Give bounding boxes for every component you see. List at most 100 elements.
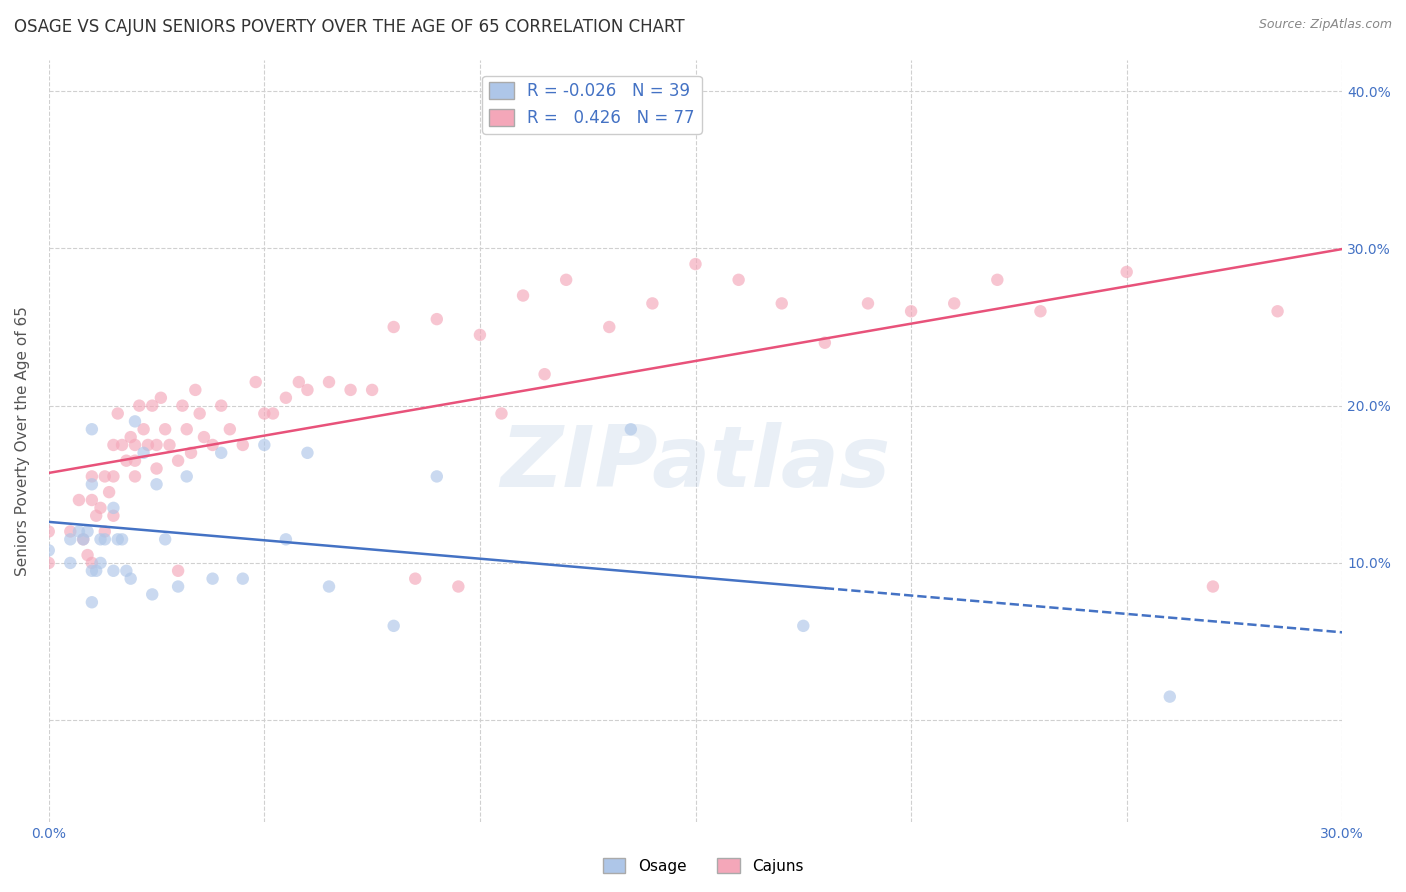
Point xyxy=(128,399,150,413)
Legend: R = -0.026   N = 39, R =   0.426   N = 77: R = -0.026 N = 39, R = 0.426 N = 77 xyxy=(482,76,702,134)
Point xyxy=(111,533,134,547)
Point xyxy=(80,493,103,508)
Point xyxy=(120,572,142,586)
Point xyxy=(598,320,620,334)
Point xyxy=(426,312,449,326)
Point xyxy=(145,477,167,491)
Point xyxy=(533,367,555,381)
Point xyxy=(80,556,103,570)
Point xyxy=(245,375,267,389)
Point xyxy=(856,296,879,310)
Point xyxy=(814,335,837,350)
Point xyxy=(89,556,111,570)
Point xyxy=(943,296,966,310)
Point xyxy=(792,619,814,633)
Point xyxy=(141,399,163,413)
Point xyxy=(89,533,111,547)
Point xyxy=(124,438,146,452)
Point xyxy=(167,580,190,594)
Point xyxy=(72,533,94,547)
Point xyxy=(1267,304,1289,318)
Point xyxy=(141,587,163,601)
Point xyxy=(80,422,103,436)
Point xyxy=(59,556,82,570)
Point xyxy=(84,564,107,578)
Point xyxy=(111,438,134,452)
Point xyxy=(382,619,405,633)
Point xyxy=(80,564,103,578)
Point xyxy=(404,572,426,586)
Point xyxy=(318,375,340,389)
Point xyxy=(555,273,578,287)
Point xyxy=(361,383,384,397)
Point xyxy=(253,407,276,421)
Point xyxy=(103,469,125,483)
Point xyxy=(297,446,319,460)
Point xyxy=(103,500,125,515)
Point xyxy=(132,446,155,460)
Point xyxy=(84,508,107,523)
Point xyxy=(107,407,129,421)
Text: ZIPatlas: ZIPatlas xyxy=(501,423,890,506)
Point xyxy=(89,500,111,515)
Point xyxy=(209,399,232,413)
Point xyxy=(770,296,793,310)
Point xyxy=(201,438,224,452)
Point xyxy=(727,273,749,287)
Point xyxy=(176,469,198,483)
Point xyxy=(80,469,103,483)
Point xyxy=(900,304,922,318)
Point xyxy=(76,524,98,539)
Point xyxy=(274,391,297,405)
Point xyxy=(124,414,146,428)
Point xyxy=(153,422,176,436)
Text: Source: ZipAtlas.com: Source: ZipAtlas.com xyxy=(1258,18,1392,31)
Point xyxy=(145,461,167,475)
Point xyxy=(149,391,172,405)
Point xyxy=(218,422,240,436)
Point xyxy=(153,533,176,547)
Point xyxy=(447,580,470,594)
Point xyxy=(145,438,167,452)
Point xyxy=(1029,304,1052,318)
Point xyxy=(115,453,138,467)
Point xyxy=(491,407,513,421)
Point xyxy=(288,375,311,389)
Point xyxy=(1159,690,1181,704)
Point xyxy=(172,399,194,413)
Point xyxy=(67,493,90,508)
Legend: Osage, Cajuns: Osage, Cajuns xyxy=(596,852,810,880)
Point xyxy=(512,288,534,302)
Point xyxy=(98,485,121,500)
Point xyxy=(120,430,142,444)
Point xyxy=(107,533,129,547)
Point xyxy=(94,524,117,539)
Point xyxy=(103,508,125,523)
Point xyxy=(167,453,190,467)
Point xyxy=(180,446,202,460)
Point xyxy=(1115,265,1137,279)
Point xyxy=(72,533,94,547)
Point xyxy=(685,257,707,271)
Point xyxy=(76,548,98,562)
Point xyxy=(115,564,138,578)
Point xyxy=(67,524,90,539)
Text: OSAGE VS CAJUN SENIORS POVERTY OVER THE AGE OF 65 CORRELATION CHART: OSAGE VS CAJUN SENIORS POVERTY OVER THE … xyxy=(14,18,685,36)
Point xyxy=(232,438,254,452)
Point xyxy=(103,438,125,452)
Point xyxy=(94,469,117,483)
Point xyxy=(159,438,181,452)
Point xyxy=(94,533,117,547)
Point xyxy=(201,572,224,586)
Point xyxy=(38,524,60,539)
Point xyxy=(274,533,297,547)
Point xyxy=(124,469,146,483)
Point xyxy=(382,320,405,334)
Point xyxy=(103,564,125,578)
Point xyxy=(59,533,82,547)
Point xyxy=(339,383,361,397)
Point xyxy=(80,595,103,609)
Point xyxy=(59,524,82,539)
Point xyxy=(209,446,232,460)
Point xyxy=(193,430,215,444)
